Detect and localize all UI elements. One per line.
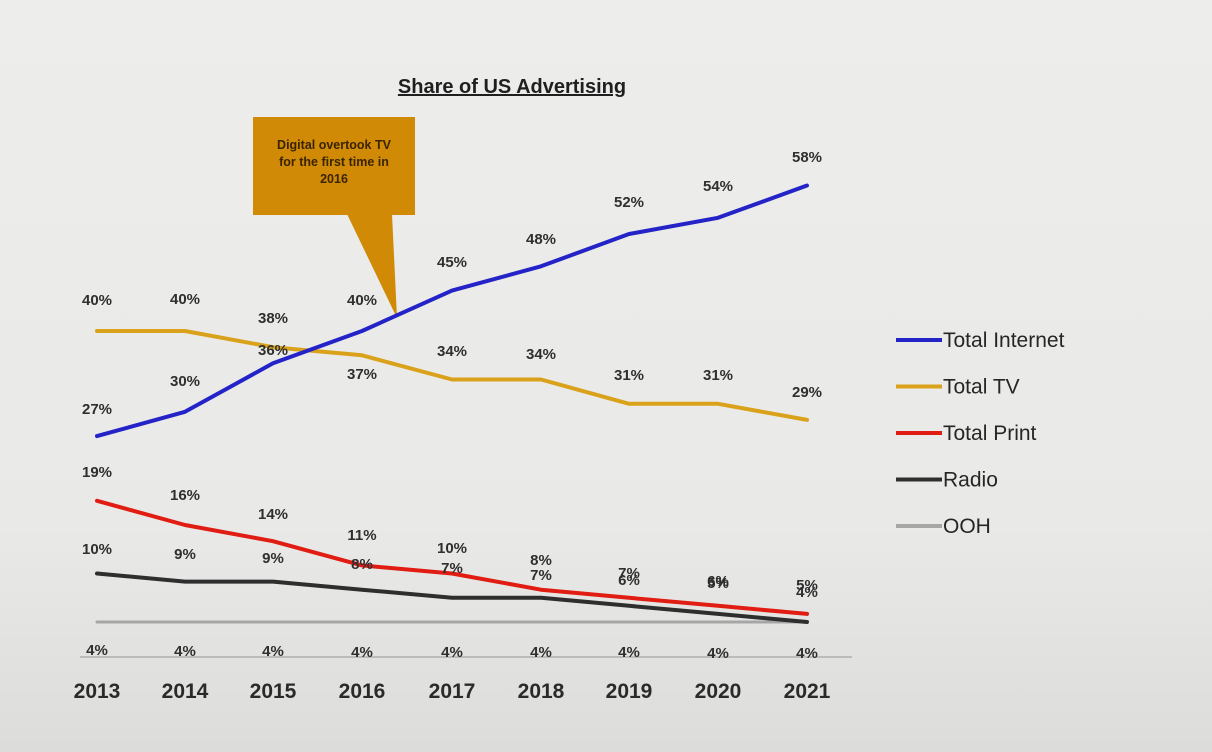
callout-pointer <box>347 214 397 318</box>
callout-text-line: Digital overtook TV <box>277 138 392 152</box>
legend-item: OOH <box>896 515 991 538</box>
data-label: 4% <box>351 644 373 661</box>
data-label: 11% <box>347 527 376 544</box>
data-label: 5% <box>796 577 818 594</box>
x-tick-label: 2019 <box>606 680 653 703</box>
data-label: 31% <box>703 367 733 384</box>
legend-item: Total Internet <box>896 329 1065 352</box>
callout-box <box>253 117 415 215</box>
data-label: 6% <box>707 573 729 590</box>
data-label: 45% <box>437 254 467 271</box>
data-label: 40% <box>82 292 112 309</box>
data-label: 4% <box>86 642 108 659</box>
x-tick-label: 2021 <box>784 680 831 703</box>
data-label: 40% <box>170 291 200 308</box>
data-label: 40% <box>347 292 377 309</box>
legend-item: Total Print <box>896 422 1037 445</box>
data-label: 54% <box>703 178 733 195</box>
data-label: 14% <box>258 506 288 523</box>
legend-label: Radio <box>943 469 998 492</box>
data-label: 4% <box>796 584 818 601</box>
data-label: 4% <box>174 643 196 660</box>
data-label: 9% <box>262 550 284 567</box>
x-tick-label: 2020 <box>695 680 742 703</box>
data-label: 16% <box>170 487 200 504</box>
x-tick-label: 2017 <box>429 680 476 703</box>
legend-item: Total TV <box>896 376 1020 399</box>
data-label: 4% <box>618 644 640 661</box>
chart-title: Share of US Advertising <box>398 76 626 98</box>
data-label: 7% <box>441 560 463 577</box>
data-label: 29% <box>792 384 822 401</box>
x-tick-label: 2014 <box>162 680 209 703</box>
data-label: 4% <box>707 645 729 662</box>
legend-item: Radio <box>896 469 998 492</box>
data-label: 8% <box>351 556 373 573</box>
data-label: 31% <box>614 367 644 384</box>
series-line-total-tv <box>95 329 809 422</box>
x-tick-label: 2013 <box>74 680 121 703</box>
series-line-radio <box>95 571 809 624</box>
data-label: 8% <box>530 552 552 569</box>
callout-text-line: 2016 <box>320 172 348 186</box>
data-labels: 27% 30% 36% 40% 45% 48% 52% 54% 58% 40% 40% 38% 37% 3… <box>82 149 822 662</box>
legend-label: Total Internet <box>943 329 1065 352</box>
data-label: 7% <box>530 567 552 584</box>
legend-label: Total Print <box>943 422 1037 445</box>
x-tick-label: 2018 <box>518 680 565 703</box>
series-line-total-internet <box>95 183 809 439</box>
legend: Total Internet Total TV Total Print Radio OO… <box>896 329 1065 538</box>
x-tick-label: 2016 <box>339 680 386 703</box>
data-label: 34% <box>526 346 556 363</box>
data-label: 6% <box>618 572 640 589</box>
callout: Digital overtook TV for the first time in… <box>253 117 415 318</box>
data-label: 37% <box>347 366 377 383</box>
data-label: 48% <box>526 231 556 248</box>
data-label: 34% <box>437 343 467 360</box>
data-label: 52% <box>614 194 644 211</box>
data-label: 4% <box>796 645 818 662</box>
data-label: 7% <box>618 565 640 582</box>
callout-text-line: for the first time in <box>279 155 389 169</box>
data-label: 4% <box>530 644 552 661</box>
data-label: 5% <box>707 575 729 592</box>
data-label: 27% <box>82 401 112 418</box>
legend-label: Total TV <box>943 376 1020 399</box>
data-label: 38% <box>258 310 288 327</box>
x-tick-label: 2015 <box>250 680 297 703</box>
data-label: 10% <box>437 540 467 557</box>
data-label: 9% <box>174 546 196 563</box>
data-label: 10% <box>82 541 112 558</box>
legend-label: OOH <box>943 515 991 538</box>
data-label: 30% <box>170 373 200 390</box>
x-tick-labels: 2013 2014 2015 2016 2017 2018 2019 2020 2021 <box>74 680 831 703</box>
data-label: 36% <box>258 342 288 359</box>
data-label: 58% <box>792 149 822 166</box>
series-lines <box>95 183 809 624</box>
series-line-total-print <box>95 498 809 616</box>
data-label: 4% <box>441 644 463 661</box>
data-label: 19% <box>82 464 112 481</box>
data-label: 4% <box>262 643 284 660</box>
